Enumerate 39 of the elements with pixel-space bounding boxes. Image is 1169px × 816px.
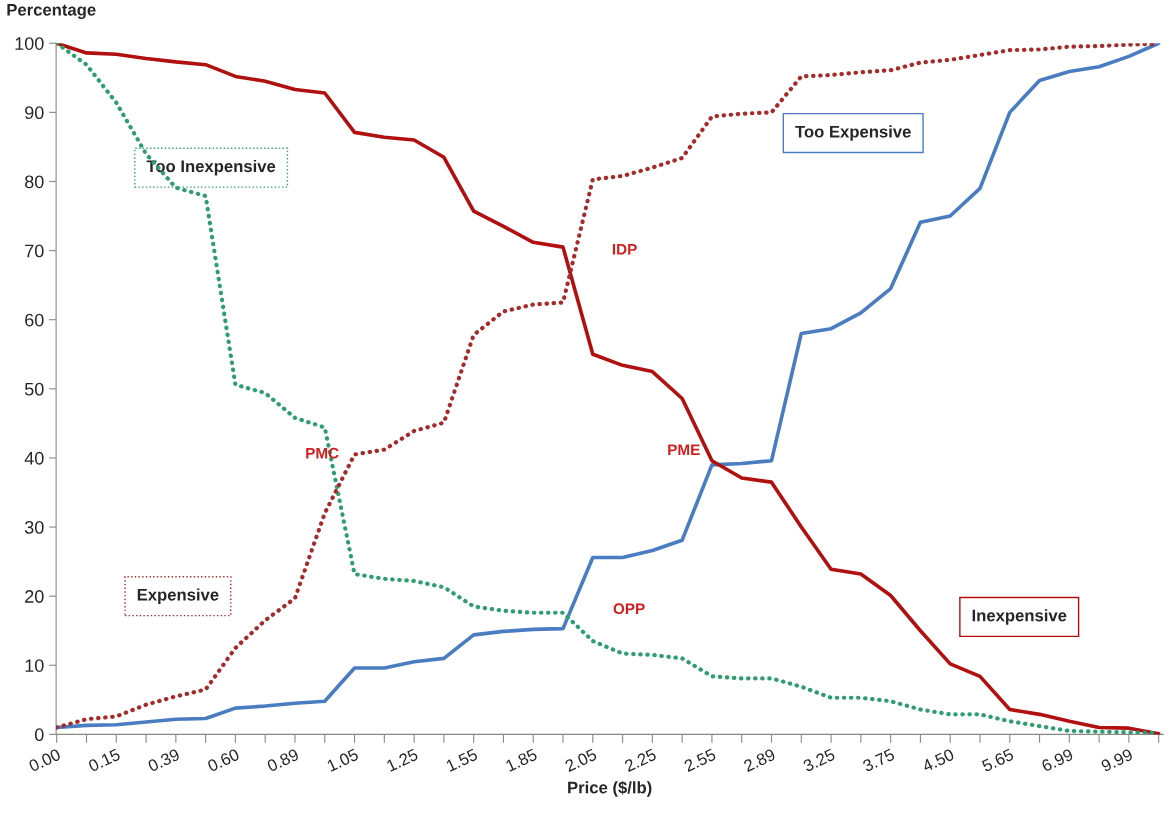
x-tick-label: 9.99 — [1100, 748, 1134, 773]
text: Expensive — [137, 588, 219, 604]
annotation: OPP — [613, 603, 645, 615]
y-tick-label: 70 — [25, 244, 44, 258]
x-tick-label: 2.05 — [564, 748, 598, 773]
x-tick-label: 5.65 — [981, 748, 1015, 773]
text: Inexpensive — [972, 609, 1067, 625]
x-tick-label: 0.60 — [206, 748, 240, 773]
y-tick-label: 10 — [25, 659, 44, 672]
annotation: PME — [668, 444, 700, 455]
y-tick-label: 90 — [25, 106, 44, 120]
x-tick-label: 0.15 — [87, 748, 121, 773]
x-tick-label: 3.75 — [862, 748, 896, 773]
annotation: PMC — [306, 447, 339, 459]
y-tick-label: 50 — [24, 382, 44, 396]
y-tick-label: 80 — [25, 175, 44, 189]
text: Too Expensive — [795, 125, 911, 141]
y-axis-title: Percentage — [7, 4, 96, 20]
x-axis-title: Price ($/lb) — [568, 780, 652, 797]
x-tick-label: 0.89 — [266, 748, 300, 773]
x-tick-label: 0.00 — [28, 748, 62, 773]
annotation: IDP — [612, 244, 637, 255]
y-tick-label: 20 — [25, 590, 44, 603]
y-tick-label: 100 — [15, 37, 44, 50]
x-tick-label: 0.39 — [147, 748, 181, 773]
x-tick-label: 1.55 — [445, 748, 479, 772]
x-tick-label: 1.85 — [505, 748, 538, 772]
x-tick-label: 2.55 — [683, 748, 717, 773]
x-tick-label: 1.25 — [386, 748, 419, 772]
x-tick-label: 6.99 — [1040, 748, 1074, 773]
y-tick-label: 30 — [24, 520, 44, 534]
x-tick-label: 2.25 — [623, 748, 657, 773]
x-tick-label: 2.89 — [743, 748, 776, 773]
y-tick-label: 60 — [25, 313, 44, 327]
x-tick-label: 1.05 — [326, 748, 360, 772]
x-tick-label: 3.25 — [802, 748, 836, 773]
y-tick-label: 40 — [24, 451, 44, 465]
y-tick-label: 0 — [34, 728, 44, 742]
x-tick-label: 4.50 — [921, 748, 955, 773]
